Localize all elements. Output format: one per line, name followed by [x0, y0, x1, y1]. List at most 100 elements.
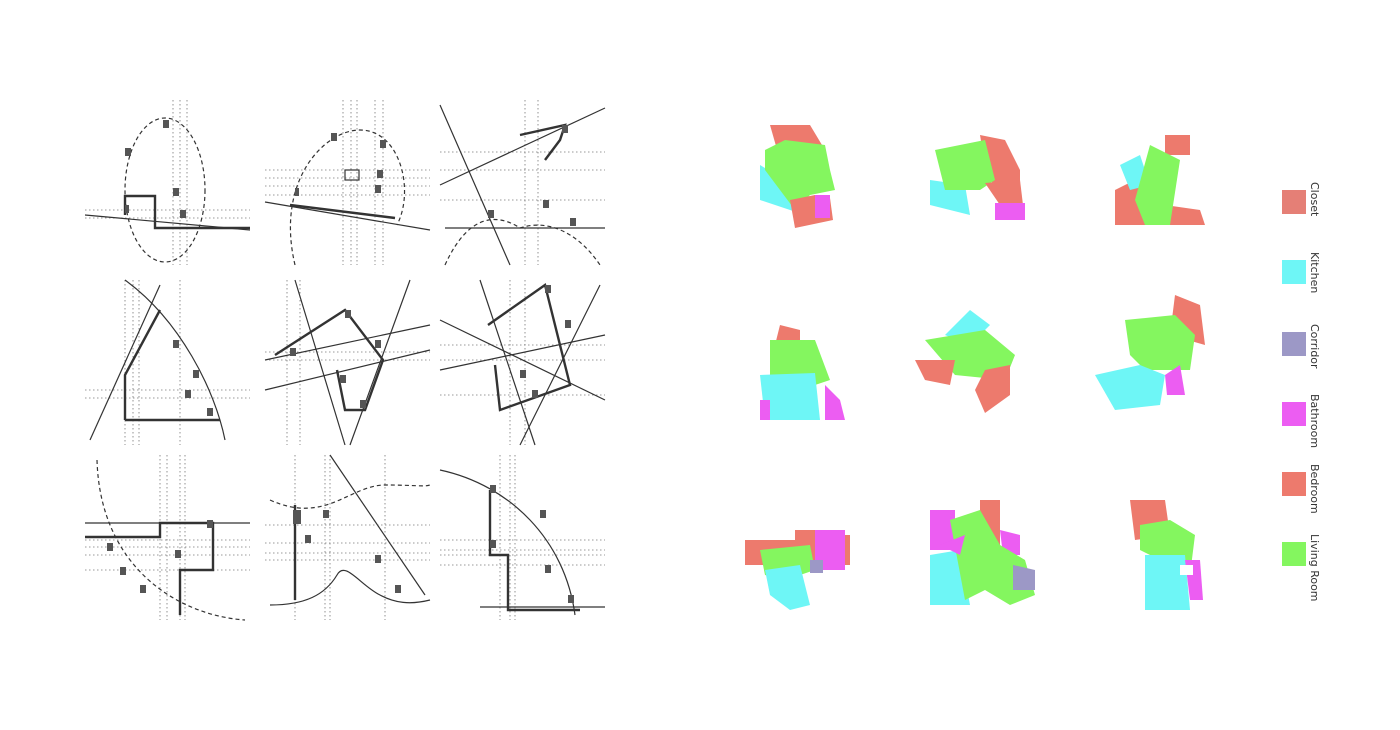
room-bathroom — [815, 195, 830, 218]
wall-block — [562, 125, 568, 133]
boundary-line — [519, 284, 601, 446]
floorplan — [1095, 295, 1205, 410]
wall-block — [375, 340, 381, 348]
room-bedroom — [975, 365, 1010, 413]
legend-item-corridor: Corridor — [1278, 322, 1348, 432]
wall-block — [180, 210, 186, 218]
boundary-curve — [269, 569, 431, 606]
floorplan — [930, 500, 1035, 605]
legend-label-bedroom: Bedroom — [1308, 464, 1321, 514]
wall — [487, 283, 572, 412]
boundary-line — [439, 334, 606, 371]
floorplan — [930, 135, 1025, 220]
room-corridor — [1013, 565, 1035, 590]
room-living — [925, 330, 1015, 380]
room-living — [935, 140, 995, 190]
wall-block — [375, 185, 381, 193]
room-bedroom — [985, 180, 1023, 205]
wall-block — [331, 133, 337, 141]
boundary-line — [439, 104, 511, 266]
legend-swatch-corridor — [1282, 332, 1306, 356]
sketch-panel — [264, 279, 431, 446]
boundary-line — [264, 201, 431, 231]
wall-block — [305, 535, 311, 543]
wall-block — [173, 340, 179, 348]
boundary-curve — [96, 459, 246, 621]
boundary-curve — [124, 117, 206, 263]
wall — [123, 309, 162, 420]
sketch-panel — [439, 100, 606, 266]
wall-block — [377, 170, 383, 178]
room-bedroom — [980, 135, 1020, 195]
room-living — [1125, 315, 1195, 370]
wall-block — [120, 567, 126, 575]
sketch-panel — [439, 455, 605, 620]
boundary-curve — [289, 129, 406, 266]
boundary-line — [349, 279, 411, 446]
boundary-line — [439, 107, 606, 186]
boundary-line — [264, 349, 431, 391]
floorplan — [1130, 500, 1203, 610]
boundary-curve — [124, 279, 226, 441]
legend-item-living-room: Living Room — [1278, 532, 1348, 642]
wall-block — [175, 550, 181, 558]
wall — [274, 308, 385, 412]
room-bedroom — [915, 360, 955, 385]
boundary-curve — [269, 484, 431, 509]
wall-block — [490, 485, 496, 493]
wall-block — [570, 218, 576, 226]
legend-item-bathroom: Bathroom — [1278, 392, 1348, 502]
wall-block — [323, 510, 329, 518]
wall-block — [140, 585, 146, 593]
wall-block — [345, 310, 351, 318]
room-bathroom — [825, 385, 845, 420]
wall-block — [207, 520, 213, 528]
room-kitchen — [1145, 555, 1190, 610]
legend-label-kitchen: Kitchen — [1308, 252, 1321, 294]
legend-label-living-room: Living Room — [1308, 534, 1321, 602]
floorplan — [915, 310, 1015, 413]
legend-label-corridor: Corridor — [1308, 324, 1321, 369]
boundary-line — [89, 284, 161, 441]
wall — [344, 169, 360, 181]
wall-block — [490, 540, 496, 548]
room-bedroom — [845, 535, 850, 565]
wall-block — [340, 375, 346, 383]
room-bathroom — [760, 400, 770, 420]
boundary-line — [264, 324, 431, 361]
room-kitchen — [765, 565, 810, 610]
boundary-line — [294, 279, 346, 446]
legend-swatch-bedroom — [1282, 472, 1306, 496]
sketch-panel — [264, 100, 431, 266]
floorplan — [760, 125, 835, 228]
legend-swatch-kitchen — [1282, 260, 1306, 284]
boundary-curve — [444, 218, 601, 266]
boundary-line — [439, 319, 606, 401]
sketch-panel — [439, 279, 606, 446]
wall-block — [125, 205, 129, 213]
wall-block — [395, 585, 401, 593]
floorplan — [745, 530, 850, 610]
wall-block — [375, 555, 381, 563]
room-bedroom — [1165, 205, 1205, 225]
wall-block — [125, 148, 131, 156]
boundary-sketch-grid — [84, 100, 606, 621]
wall-block — [107, 543, 113, 551]
legend-label-closet: Closet — [1308, 182, 1321, 217]
legend-swatch-closet — [1282, 190, 1306, 214]
wall-block — [488, 210, 494, 218]
room-bedroom — [1165, 135, 1190, 155]
legend-item-bedroom: Bedroom — [1278, 462, 1348, 572]
floorplan-grid — [745, 125, 1205, 610]
wall-block — [185, 390, 191, 398]
wall — [289, 203, 396, 220]
wall — [85, 521, 215, 615]
wall — [123, 194, 250, 230]
wall-block — [360, 400, 366, 408]
floorplan — [760, 325, 845, 420]
room-corridor — [810, 560, 823, 573]
boundary-curve — [439, 469, 576, 616]
wall-block — [380, 140, 386, 148]
legend-swatch-bathroom — [1282, 402, 1306, 426]
